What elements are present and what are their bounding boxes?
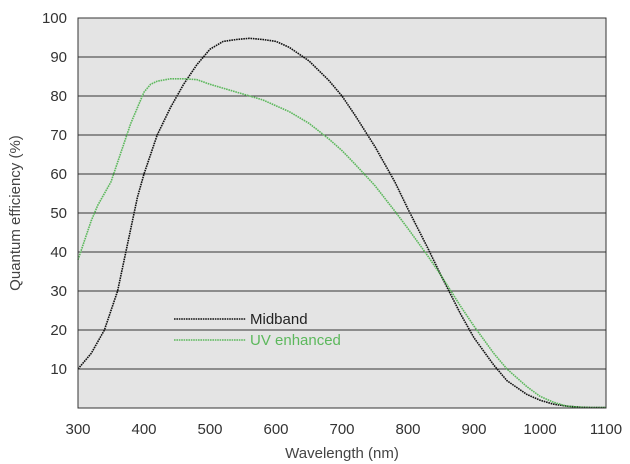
x-tick-label: 900: [461, 421, 486, 438]
plot-frame: [77, 17, 607, 409]
x-axis-ticks: 300 400 500 600 700 800 900 1000 1100: [65, 421, 622, 438]
series-line-midband: [77, 37, 606, 409]
y-tick-label: 20: [50, 322, 67, 339]
y-tick-label: 70: [50, 127, 67, 144]
x-tick-label: 1100: [590, 421, 622, 438]
x-tick-label: 800: [395, 421, 420, 438]
x-tick-label: 300: [65, 421, 90, 438]
y-tick-label: 60: [50, 166, 67, 183]
legend: Midband UV enhanced: [174, 311, 341, 349]
y-axis-label: Quantum efficiency (%): [7, 135, 24, 291]
y-tick-label: 30: [50, 283, 67, 300]
y-axis-ticks: 10 20 30 40 50 60 70 80 90 100: [42, 10, 67, 378]
y-tick-label: 80: [50, 88, 67, 105]
series-group: [77, 37, 606, 409]
x-tick-label: 1000: [523, 421, 556, 438]
y-tick-label: 40: [50, 244, 67, 261]
y-tick-label: 50: [50, 205, 67, 222]
x-tick-label: 500: [197, 421, 222, 438]
gridlines: [78, 56, 606, 370]
x-tick-label: 400: [131, 421, 156, 438]
x-tick-label: 600: [263, 421, 288, 438]
y-tick-label: 10: [50, 361, 67, 378]
legend-label: UV enhanced: [250, 332, 341, 349]
y-tick-label: 90: [50, 49, 67, 66]
legend-label: Midband: [250, 311, 308, 328]
x-axis-label: Wavelength (nm): [285, 445, 399, 462]
series-line-uv-enhanced: [77, 78, 606, 409]
x-tick-label: 700: [329, 421, 354, 438]
y-tick-label: 100: [42, 10, 67, 27]
